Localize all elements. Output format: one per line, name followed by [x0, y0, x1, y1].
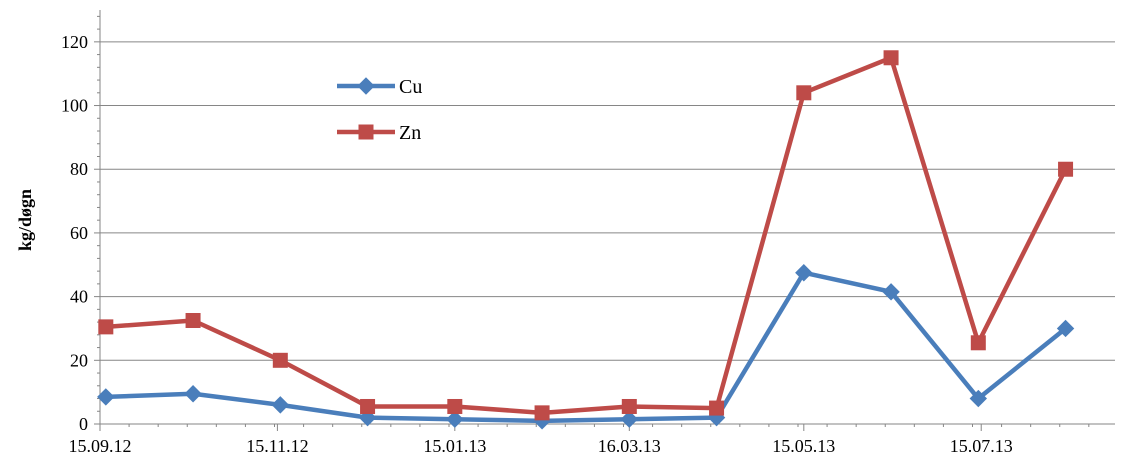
- data-point: [272, 352, 288, 368]
- y-tick-label: 0: [79, 414, 88, 434]
- legend: Cu Zn: [337, 76, 422, 144]
- x-tick-label: 16.03.13: [598, 436, 661, 456]
- legend-label: Zn: [399, 122, 421, 144]
- data-point: [970, 335, 986, 351]
- data-point: [185, 313, 201, 328]
- data-point: [446, 410, 464, 428]
- data-point: [360, 398, 376, 414]
- series-line: [105, 55, 1068, 416]
- y-tick-label: 120: [61, 32, 88, 52]
- data-point: [447, 398, 463, 414]
- data-point: [97, 388, 115, 406]
- series-zn: [98, 50, 1074, 421]
- x-tick-label: 15.09.12: [69, 436, 132, 456]
- x-axis: 15.09.12 15.11.12 15.01.13 16.03.13 15.05.13…: [69, 423, 1115, 456]
- data-point: [969, 389, 988, 408]
- series-cu: [97, 264, 1075, 430]
- data-point: [271, 396, 290, 414]
- series-layer: [97, 50, 1075, 430]
- legend-item-cu: Cu: [337, 76, 422, 98]
- data-point: [1058, 161, 1074, 177]
- data-point: [98, 319, 114, 335]
- y-tick-label: 80: [70, 159, 88, 179]
- x-tick-label: 15.11.12: [246, 436, 308, 456]
- x-tick-label: 15.05.13: [772, 436, 835, 456]
- data-point: [1056, 319, 1075, 338]
- data-point: [709, 400, 725, 416]
- legend-marker: [357, 77, 375, 95]
- data-point: [883, 50, 899, 66]
- y-tick-label: 20: [70, 350, 88, 370]
- legend-label: Cu: [399, 76, 422, 98]
- data-point: [796, 85, 812, 101]
- gridlines: [100, 41, 1115, 361]
- x-tick-label: 15.07.13: [950, 436, 1013, 456]
- data-point: [620, 410, 639, 428]
- y-tick-label: 40: [70, 287, 88, 307]
- y-tick-label: 100: [61, 96, 88, 116]
- legend-item-zn: Zn: [337, 122, 421, 144]
- data-point: [795, 264, 813, 282]
- y-tick-label: 60: [70, 223, 88, 243]
- series-line: [105, 270, 1067, 424]
- data-point: [534, 405, 550, 421]
- data-point: [621, 398, 637, 414]
- y-axis: 0 20 40 60 80 100 120: [61, 10, 101, 434]
- data-point: [184, 385, 202, 403]
- data-point: [882, 283, 900, 301]
- x-tick-label: 15.01.13: [423, 436, 486, 456]
- y-axis-title: kg/døgn: [15, 189, 35, 251]
- legend-marker: [358, 124, 374, 140]
